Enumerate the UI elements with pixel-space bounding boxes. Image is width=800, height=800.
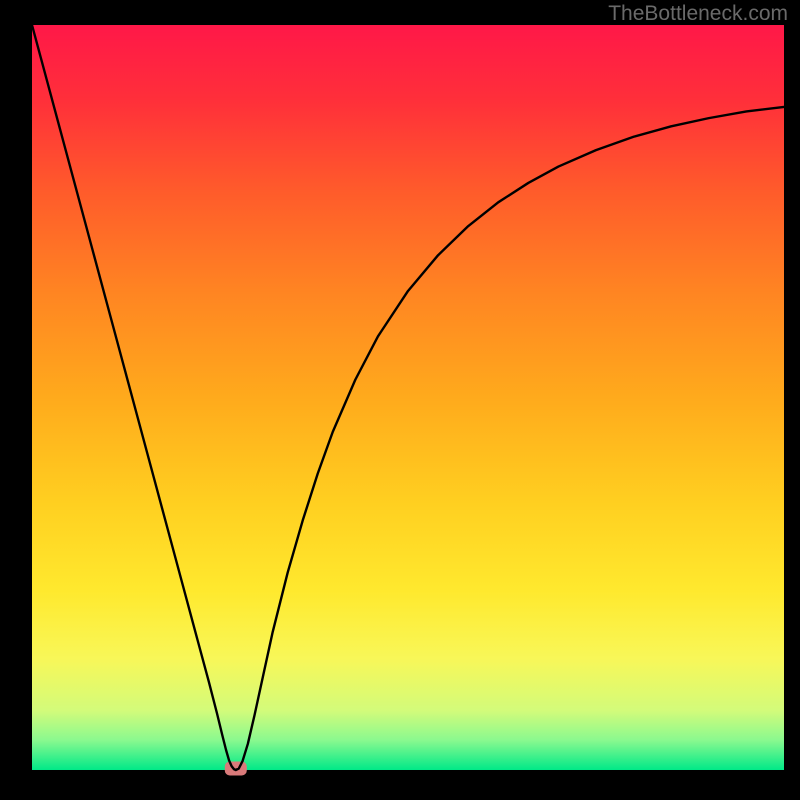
optimal-point-marker [225,762,247,776]
watermark-label: TheBottleneck.com [608,2,788,26]
chart-container: TheBottleneck.com [0,0,800,800]
bottleneck-chart [0,0,800,800]
chart-gradient-background [32,25,784,770]
